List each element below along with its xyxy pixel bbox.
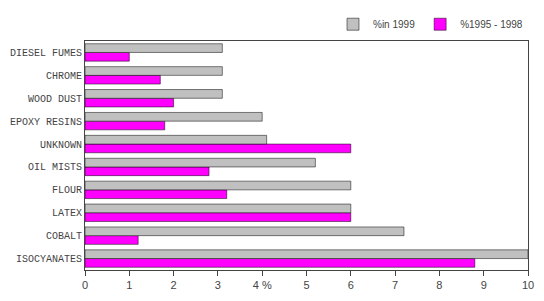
svg-text:EPOXY RESINS: EPOXY RESINS <box>10 117 82 128</box>
svg-text:1: 1 <box>126 279 132 291</box>
svg-text:CHROME: CHROME <box>46 71 82 82</box>
svg-text:5: 5 <box>303 279 309 291</box>
svg-text:7: 7 <box>392 279 398 291</box>
svg-text:6: 6 <box>348 279 354 291</box>
svg-text:8: 8 <box>436 279 442 291</box>
svg-text:LATEX: LATEX <box>52 208 82 219</box>
svg-text:2: 2 <box>171 279 177 291</box>
svg-text:0: 0 <box>82 279 88 291</box>
svg-text:ISOCYANATES: ISOCYANATES <box>16 254 82 265</box>
svg-text:FLOUR: FLOUR <box>52 185 82 196</box>
svg-text:COBALT: COBALT <box>46 231 82 242</box>
svg-text:WOOD DUST: WOOD DUST <box>28 94 82 105</box>
svg-text:4 %: 4 % <box>253 279 272 291</box>
svg-text:3: 3 <box>215 279 221 291</box>
svg-text:OIL MISTS: OIL MISTS <box>28 162 82 173</box>
svg-text:%1995 - 1998: %1995 - 1998 <box>460 19 523 30</box>
svg-text:DIESEL FUMES: DIESEL FUMES <box>10 48 82 59</box>
svg-text:10: 10 <box>522 279 534 291</box>
svg-text:%in 1999: %in 1999 <box>373 19 415 30</box>
svg-text:9: 9 <box>481 279 487 291</box>
svg-text:UNKNOWN: UNKNOWN <box>40 140 82 151</box>
